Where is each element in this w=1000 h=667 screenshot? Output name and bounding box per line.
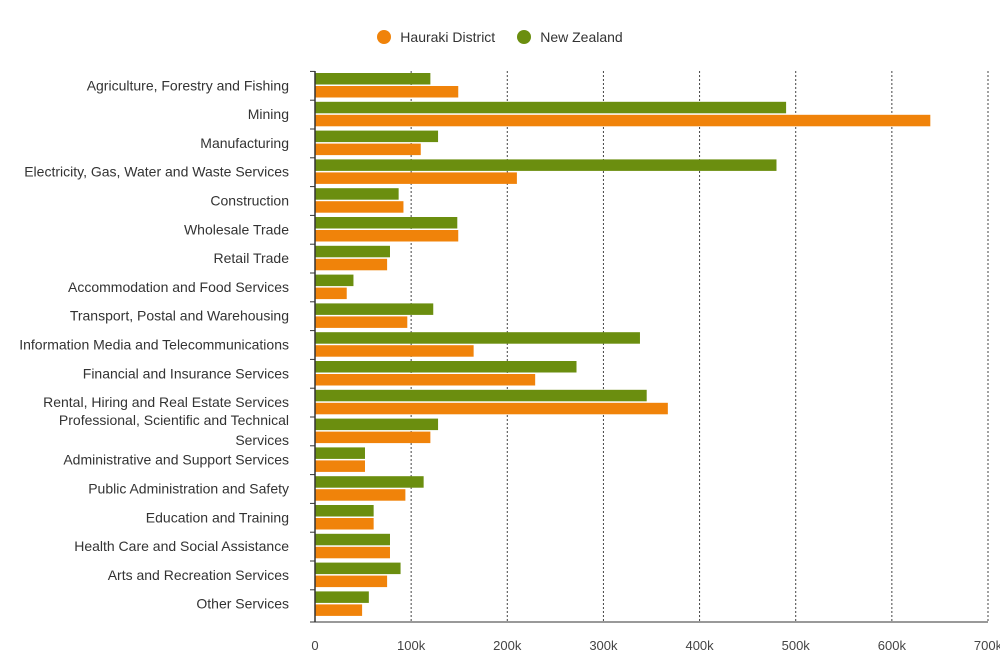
bar-new-zealand [315,389,647,402]
category-label: Rental, Hiring and Real Estate Services [43,394,289,410]
legend-item-new-zealand[interactable]: New Zealand [517,29,623,45]
x-tick-label: 400k [685,638,714,653]
x-tick-label: 700k [974,638,1000,653]
bar-hauraki [315,604,363,616]
legend-label-hauraki: Hauraki District [400,29,496,45]
category-label: Wholesale Trade [184,221,289,237]
bar-hauraki [315,431,431,444]
bar-new-zealand [315,130,439,143]
bar-hauraki [315,546,390,559]
bar-new-zealand [315,159,777,171]
bar-hauraki [315,575,388,588]
category-label: Construction [210,192,289,208]
category-label: Arts and Recreation Services [108,567,289,583]
category-label: Other Services [196,596,289,612]
bar-new-zealand [315,217,458,229]
category-label: Information Media and Telecommunications [19,336,289,352]
x-tick-label: 0 [311,638,318,653]
category-label: Services [235,432,289,448]
bar-hauraki [315,287,347,300]
category-label: Administrative and Support Services [63,452,289,468]
bar-hauraki [315,518,374,530]
category-label: Professional, Scientific and Technical [59,412,289,428]
bar-hauraki [315,460,365,472]
bar-new-zealand [315,361,577,373]
bar-new-zealand [315,505,374,517]
bar-hauraki [315,114,931,127]
bar-new-zealand [315,533,390,546]
category-label: Retail Trade [214,250,290,266]
bar-new-zealand [315,332,640,344]
bar-hauraki [315,258,388,271]
bar-hauraki [315,201,404,213]
bar-hauraki [315,374,536,386]
bar-hauraki [315,172,517,184]
bar-new-zealand [315,101,787,114]
bar-new-zealand [315,476,424,488]
x-tick-label: 500k [782,638,811,653]
bar-new-zealand [315,303,434,315]
bar-new-zealand [315,591,369,603]
category-label: Public Administration and Safety [88,480,289,496]
legend-swatch-hauraki [377,30,392,44]
bar-new-zealand [315,245,390,258]
category-label: Accommodation and Food Services [68,279,289,295]
bar-new-zealand [315,418,439,431]
category-label: Electricity, Gas, Water and Waste Servic… [24,164,289,180]
bar-hauraki [315,143,421,156]
bar-new-zealand [315,73,431,85]
x-tick-label: 600k [878,638,907,653]
legend-item-hauraki[interactable]: Hauraki District [377,29,495,45]
bar-hauraki [315,489,406,501]
bar-hauraki [315,402,668,415]
category-label: Health Care and Social Assistance [74,538,289,554]
bar-new-zealand [315,274,354,287]
x-tick-label: 100k [397,638,426,653]
category-label: Manufacturing [200,135,289,151]
bar-new-zealand [315,447,365,459]
category-label: Financial and Insurance Services [83,365,289,381]
legend-label-new-zealand: New Zealand [540,29,623,45]
bar-new-zealand [315,562,401,575]
bar-new-zealand [315,188,399,200]
bar-hauraki [315,86,459,98]
x-tick-label: 300k [589,638,618,653]
bar-hauraki [315,316,408,328]
bar-hauraki [315,345,474,357]
category-label: Education and Training [146,509,289,525]
category-label: Mining [248,106,289,122]
chart-legend: Hauraki District New Zealand [0,26,1000,48]
x-tick-label: 200k [493,638,522,653]
category-label: Transport, Postal and Warehousing [70,308,289,324]
bar-hauraki [315,230,459,242]
category-label: Agriculture, Forestry and Fishing [87,77,289,93]
legend-swatch-new-zealand [517,30,532,44]
